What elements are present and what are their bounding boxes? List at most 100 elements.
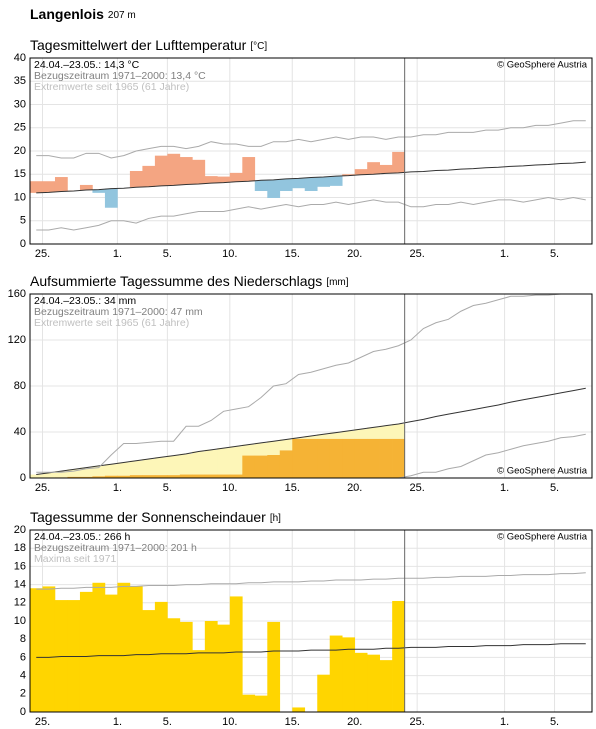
temperature-bar [129, 170, 143, 188]
legend-entry: Maxima seit 1971 [34, 553, 116, 565]
x-tick-label: 10. [222, 482, 237, 494]
sunshine-bar [30, 588, 43, 712]
x-tick-label: 5. [550, 482, 559, 494]
temperature-bar [179, 157, 193, 185]
y-tick-label: 18 [14, 542, 26, 554]
x-tick-label: 15. [285, 482, 300, 494]
y-tick-label: 40 [14, 426, 26, 438]
temperature-bar [242, 157, 256, 182]
plot-frame [29, 529, 593, 713]
precip-bar [292, 438, 306, 478]
precip-bar [204, 474, 218, 478]
x-tick-label: 25. [410, 482, 425, 494]
precip-bar [179, 474, 193, 478]
sunshine-bar [342, 637, 356, 712]
sunshine-bar [79, 591, 93, 712]
x-tick-label: 25. [410, 716, 425, 728]
precip-bar [329, 438, 343, 478]
x-tick-label: 1. [500, 248, 509, 260]
precip-gap [79, 467, 93, 477]
precip-bar [317, 438, 331, 478]
precip-gap [179, 453, 193, 475]
sunshine-bar [354, 652, 368, 712]
temperature-bar [367, 162, 380, 175]
unit: [mm] [326, 277, 348, 288]
legend-entry: Bezugszeitraum 1971–2000: 13,4 °C [34, 70, 206, 82]
precip-bar [92, 476, 106, 478]
sunshine-bar [229, 596, 243, 712]
temperature-bar [254, 180, 268, 191]
x-tick-label: 15. [285, 716, 300, 728]
y-tick-label: 2 [20, 688, 26, 700]
x-tick-label: 1. [500, 482, 509, 494]
sunshine-bar [292, 707, 306, 712]
sunshine-bar [204, 621, 218, 712]
plot-frame [29, 57, 593, 245]
temperature-bar [154, 155, 168, 186]
legend-entry: 24.04.–23.05.: 14,3 °C [34, 59, 140, 71]
x-tick-label: 15. [285, 248, 300, 260]
precip-gap [217, 448, 231, 475]
temperature-bar [229, 172, 243, 182]
legend-entry: 24.04.–23.05.: 34 mm [34, 295, 136, 307]
x-tick-label: 25. [410, 248, 425, 260]
sunshine-bar [179, 621, 193, 712]
precip-bar [117, 475, 131, 478]
precip-gap [104, 464, 118, 476]
legend-entry: Bezugszeitraum 1971–2000: 47 mm [34, 306, 203, 318]
sunshine-bar [217, 624, 231, 712]
temperature-bar [30, 181, 43, 193]
precip-bar [229, 474, 243, 478]
x-tick-label: 1. [113, 482, 122, 494]
temperature-bar [317, 177, 331, 187]
plot-frame [29, 293, 593, 479]
precip-gap [379, 425, 393, 439]
title: Tagessumme der Sonnenscheindauer [30, 509, 266, 525]
temperature-bar [54, 177, 68, 192]
legend-entry: Extremwerte seit 1965 (61 Jahre) [34, 317, 189, 329]
precip-gap [267, 441, 281, 455]
title: Tagesmittelwert der Lufttemperatur [30, 37, 247, 53]
y-tick-label: 12 [14, 597, 26, 609]
y-tick-label: 120 [8, 334, 26, 346]
precip-bar [104, 475, 118, 478]
sunshine-bar [192, 650, 206, 712]
precip-gap [129, 460, 143, 476]
copyright: © GeoSphere Austria [497, 466, 588, 477]
precip-bar [279, 450, 293, 478]
reference-line [36, 120, 586, 159]
precip-bar [267, 455, 281, 478]
title: Aufsummierte Tagessumme des Niederschlag… [30, 273, 322, 289]
sunshine-bar [317, 674, 331, 712]
temperature-bar [292, 178, 306, 189]
precip-bar [154, 475, 168, 478]
precip-gap [392, 423, 405, 439]
header: Langenlois 207 m [30, 6, 136, 22]
sunshine-bar [329, 635, 343, 712]
panel: Tagesmittelwert der Lufttemperatur [°C] 0 5… [14, 37, 593, 260]
y-tick-label: 14 [14, 579, 26, 591]
sunshine-bar [117, 582, 131, 712]
y-tick-label: 5 [20, 215, 26, 227]
sunshine-bar [392, 600, 405, 712]
reference-line [36, 196, 586, 231]
precip-bar [192, 474, 206, 478]
y-tick-label: 0 [20, 706, 26, 718]
x-tick-label: 1. [113, 248, 122, 260]
copyright: © GeoSphere Austria [497, 60, 588, 71]
sunshine-bar [92, 582, 106, 712]
x-tick-label: 25. [35, 248, 50, 260]
reference-line [36, 293, 586, 473]
reference-line [36, 161, 586, 194]
reference-line [36, 387, 586, 476]
sunshine-bar [379, 660, 393, 712]
y-tick-label: 160 [8, 288, 26, 300]
y-tick-label: 0 [20, 238, 26, 250]
temperature-bar [204, 176, 218, 184]
precip-bar [254, 455, 268, 478]
temperature-bar [267, 179, 281, 198]
sunshine-bar [167, 618, 181, 712]
legend-entry: Extremwerte seit 1965 (61 Jahre) [34, 81, 189, 93]
x-tick-label: 5. [550, 248, 559, 260]
temperature-bar [79, 184, 93, 191]
